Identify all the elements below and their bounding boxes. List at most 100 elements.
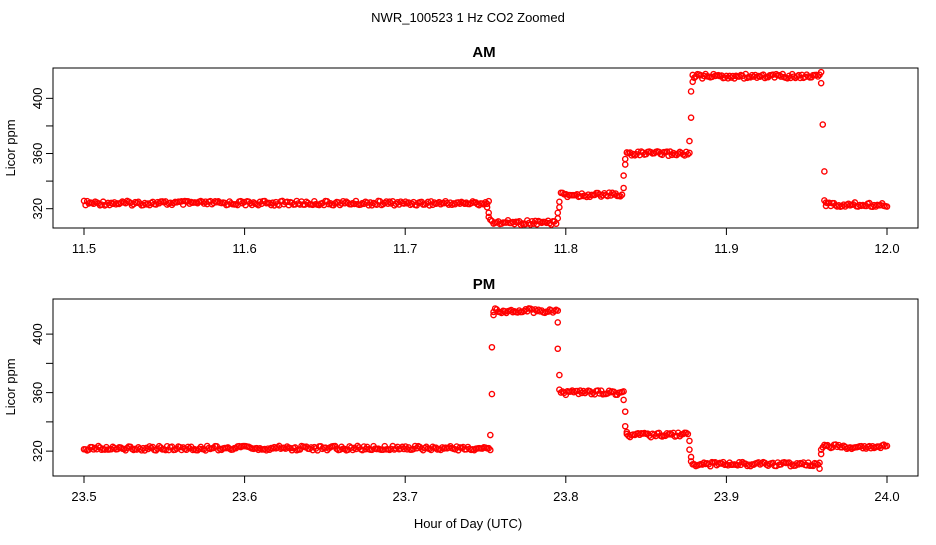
y-tick-label-pm-320: 320: [30, 440, 45, 462]
data-point: [146, 443, 153, 450]
data-point: [621, 155, 629, 163]
x-axis-am: 11.5 11.6 11.7 11.8 11.9 12.0: [72, 228, 900, 256]
data-point: [813, 71, 820, 79]
data-point: [620, 396, 627, 404]
plot-frame-pm: [52, 298, 919, 477]
plateau-pm-5: [819, 441, 891, 453]
x-tick-label-pm-23.6: 23.6: [232, 489, 257, 504]
data-point: [821, 168, 828, 175]
data-point: [554, 215, 562, 222]
x-tick-label-pm-23.7: 23.7: [393, 489, 418, 504]
data-point: [488, 390, 496, 398]
data-point: [485, 197, 493, 205]
x-axis-label: Hour of Day (UTC): [414, 516, 522, 531]
data-point: [684, 150, 692, 158]
data-point: [556, 386, 563, 393]
plot-frame-am: [52, 67, 919, 229]
y-axis-label-pm: Licor ppm: [3, 358, 18, 415]
x-tick-label-pm-23.9: 23.9: [714, 489, 739, 504]
data-point: [821, 197, 828, 204]
plateau-pm-0: [80, 442, 494, 454]
data-point: [485, 209, 493, 217]
data-point: [352, 197, 360, 205]
data-point: [527, 221, 534, 228]
data-point: [554, 345, 562, 353]
data-point: [588, 390, 595, 398]
plateau-am-1: [488, 217, 560, 228]
data-point: [520, 307, 528, 315]
data-point: [880, 441, 888, 449]
data-point: [530, 309, 537, 317]
y-tick-label-am-400: 400: [30, 87, 45, 109]
plateau-am-2: [557, 189, 626, 201]
scatter-points-am: [80, 68, 891, 228]
data-point: [817, 68, 825, 76]
data-point: [556, 371, 563, 379]
x-axis-pm: 23.5 23.6 23.7 23.8 23.9 24.0: [71, 476, 900, 504]
data-point: [747, 462, 754, 470]
data-point: [686, 437, 693, 445]
data-point: [152, 447, 160, 454]
data-point: [620, 184, 627, 192]
data-point: [487, 216, 494, 224]
y-axis-am: 320 360 400: [30, 87, 53, 220]
data-point: [490, 311, 497, 319]
data-point: [487, 446, 494, 454]
data-point: [617, 192, 624, 200]
x-tick-label-pm-23.5: 23.5: [71, 489, 96, 504]
panel-title-am: AM: [472, 44, 495, 61]
y-tick-label-am-360: 360: [30, 143, 45, 165]
x-tick-label-am-11.8: 11.8: [554, 241, 578, 256]
plateau-pm-4: [689, 458, 822, 470]
data-point: [883, 442, 891, 450]
data-point: [687, 88, 695, 95]
data-point: [686, 446, 693, 453]
figure-title: NWR_100523 1 Hz CO2 Zoomed: [371, 10, 565, 25]
x-tick-label-am-11.6: 11.6: [232, 241, 256, 256]
data-point: [686, 137, 693, 145]
transition-points-pm: [487, 311, 825, 472]
y-axis-pm: 320 360 400: [30, 323, 53, 462]
y-axis-label-am: Licor ppm: [3, 119, 18, 176]
data-point: [684, 430, 692, 438]
x-tick-label-am-11.5: 11.5: [72, 241, 96, 256]
data-point: [623, 428, 631, 436]
data-point: [554, 307, 562, 314]
data-point: [620, 388, 627, 395]
data-point: [621, 422, 629, 430]
data-point: [687, 453, 695, 461]
data-point: [618, 191, 626, 199]
data-point: [488, 343, 496, 351]
x-tick-label-am-12.0: 12.0: [874, 241, 899, 256]
data-point: [402, 198, 409, 205]
data-point: [604, 192, 611, 200]
data-point: [535, 306, 542, 314]
data-point: [817, 450, 825, 458]
plateau-pm-2: [557, 387, 627, 399]
data-point: [621, 408, 629, 415]
data-point: [817, 79, 825, 87]
data-point: [90, 446, 97, 453]
data-point: [883, 203, 891, 210]
data-point: [483, 204, 491, 211]
data-point: [556, 204, 563, 211]
data-point: [554, 319, 562, 326]
plateau-pm-3: [623, 429, 692, 441]
plateau-pm-1: [490, 305, 562, 317]
data-point: [556, 198, 563, 206]
data-point: [575, 390, 582, 398]
x-tick-label-am-11.7: 11.7: [393, 241, 417, 256]
data-point: [686, 149, 693, 157]
data-point: [621, 161, 629, 168]
y-tick-label-pm-360: 360: [30, 382, 45, 404]
scatter-points-pm: [80, 305, 891, 472]
data-point: [609, 189, 616, 197]
panel-title-pm: PM: [473, 276, 496, 293]
data-point: [817, 446, 825, 453]
plateau-am-3: [623, 148, 693, 160]
x-tick-label-pm-24.0: 24.0: [874, 489, 899, 504]
data-point: [814, 73, 822, 80]
